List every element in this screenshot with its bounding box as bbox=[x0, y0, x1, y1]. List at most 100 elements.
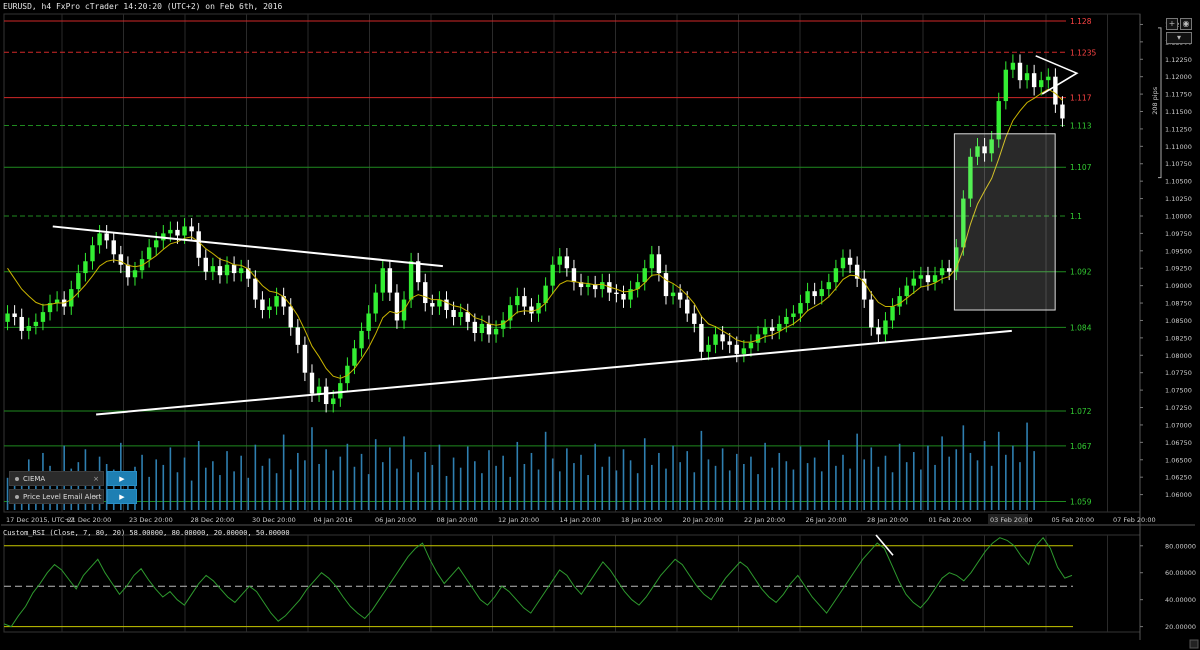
close-icon[interactable]: × bbox=[93, 493, 99, 501]
x-tick-label: 18 Jan 20:00 bbox=[621, 516, 662, 524]
volume-bar bbox=[226, 451, 228, 510]
x-tick-label: 03 Feb 20:00 bbox=[990, 516, 1033, 524]
volume-bar bbox=[523, 464, 526, 510]
x-tick-label: 01 Feb 20:00 bbox=[929, 516, 972, 524]
candle-body bbox=[69, 289, 74, 307]
candle-body bbox=[918, 275, 924, 279]
volume-bar bbox=[813, 457, 816, 510]
price-level-label: 1.113 bbox=[1070, 121, 1092, 130]
candle-body bbox=[451, 310, 456, 317]
candle-body bbox=[1017, 62, 1023, 81]
y-tick-label: 1.09250 bbox=[1165, 265, 1192, 273]
indicator-label: Price Level Email Alert bbox=[23, 493, 102, 501]
rsi-y-tick-label: 80.00000 bbox=[1165, 542, 1196, 550]
candle-body bbox=[118, 254, 124, 265]
candle-body bbox=[578, 282, 584, 288]
candle-body bbox=[805, 291, 810, 304]
volume-bar bbox=[488, 450, 490, 510]
volume-bar bbox=[1012, 445, 1014, 510]
candle-body bbox=[224, 264, 230, 276]
volume-bar bbox=[417, 472, 419, 510]
y-tick-label: 1.08250 bbox=[1165, 334, 1192, 342]
candle-body bbox=[40, 312, 46, 322]
candle-body bbox=[430, 303, 435, 307]
volume-bar bbox=[912, 452, 915, 510]
candle-body bbox=[854, 264, 860, 279]
volume-bar bbox=[820, 471, 823, 510]
candle-body bbox=[755, 334, 761, 343]
indicator-ciema[interactable]: CIEMA × bbox=[9, 471, 104, 486]
x-tick-label: 28 Jan 20:00 bbox=[867, 516, 908, 524]
pips-bracket bbox=[1158, 27, 1162, 179]
candle-body bbox=[182, 226, 187, 236]
volume-bar bbox=[636, 473, 639, 510]
candle-body bbox=[840, 257, 846, 269]
candle-body bbox=[366, 313, 371, 331]
candle-body bbox=[670, 292, 676, 297]
candle-body bbox=[642, 268, 647, 283]
close-icon[interactable]: × bbox=[93, 475, 99, 483]
candle-body bbox=[500, 320, 506, 329]
trendline bbox=[52, 225, 443, 268]
highlight-rectangle bbox=[953, 133, 1056, 311]
candle-body bbox=[338, 383, 343, 399]
volume-bar bbox=[799, 446, 802, 510]
candle-body bbox=[316, 386, 322, 394]
volume-bar bbox=[658, 452, 660, 510]
candle-body bbox=[706, 344, 711, 352]
candle-body bbox=[1060, 104, 1065, 119]
menu-icon[interactable]: ▾ bbox=[1166, 32, 1192, 44]
volume-bar bbox=[941, 436, 943, 510]
volume-bar bbox=[714, 465, 717, 510]
volume-bar bbox=[955, 449, 958, 510]
candle-body bbox=[408, 261, 414, 300]
x-tick-label: 30 Dec 20:00 bbox=[252, 516, 296, 524]
x-tick-label: 12 Jan 20:00 bbox=[498, 516, 539, 524]
screenshot-icon[interactable]: ◉ bbox=[1180, 18, 1192, 30]
y-tick-label: 1.12750 bbox=[1165, 21, 1192, 29]
volume-bar bbox=[304, 460, 306, 510]
y-tick-label: 1.06250 bbox=[1165, 474, 1192, 482]
volume-bar bbox=[707, 459, 710, 510]
y-tick-label: 1.10000 bbox=[1165, 212, 1192, 220]
candle-body bbox=[826, 282, 832, 290]
candle-body bbox=[812, 291, 817, 297]
y-tick-label: 1.12250 bbox=[1165, 56, 1192, 64]
volume-bar bbox=[700, 430, 703, 510]
volume-bar bbox=[204, 467, 207, 510]
candle-body bbox=[890, 306, 895, 321]
y-tick-label: 1.07500 bbox=[1165, 387, 1192, 395]
volume-bar bbox=[155, 459, 158, 510]
play-button[interactable]: ▶ bbox=[107, 489, 137, 504]
y-tick-label: 1.06500 bbox=[1165, 456, 1192, 464]
y-tick-label: 1.10750 bbox=[1165, 160, 1192, 168]
volume-bar bbox=[318, 464, 320, 510]
play-button[interactable]: ▶ bbox=[107, 471, 137, 486]
rsi-title: Custom_RSI (Close, 7, 80, 20) 58.00000, … bbox=[3, 529, 290, 537]
candle-body bbox=[267, 306, 272, 311]
price-level-label: 1.128 bbox=[1070, 17, 1092, 26]
candle-body bbox=[380, 268, 385, 293]
candle-body bbox=[387, 268, 393, 293]
volume-bar bbox=[856, 433, 858, 510]
candle-body bbox=[479, 323, 485, 333]
indicator-price-level-email-alert[interactable]: Price Level Email Alert × bbox=[9, 489, 104, 504]
candle-body bbox=[1024, 73, 1030, 81]
volume-bar bbox=[990, 465, 993, 510]
volume-bar bbox=[176, 472, 179, 510]
volume-bar bbox=[806, 463, 809, 510]
volume-bar bbox=[353, 466, 356, 510]
volume-bar bbox=[983, 441, 986, 510]
y-tick-label: 1.08500 bbox=[1165, 317, 1192, 325]
y-tick-label: 1.06000 bbox=[1165, 491, 1192, 499]
candle-body bbox=[203, 257, 208, 272]
candle-body bbox=[458, 312, 463, 317]
volume-bar bbox=[162, 464, 165, 510]
volume-bar bbox=[261, 465, 264, 510]
candle-body bbox=[727, 341, 732, 345]
zoom-icon[interactable]: + bbox=[1166, 18, 1178, 30]
pips-label: 208 pips bbox=[1151, 86, 1159, 115]
candle-body bbox=[231, 264, 237, 274]
volume-bar bbox=[254, 444, 257, 510]
